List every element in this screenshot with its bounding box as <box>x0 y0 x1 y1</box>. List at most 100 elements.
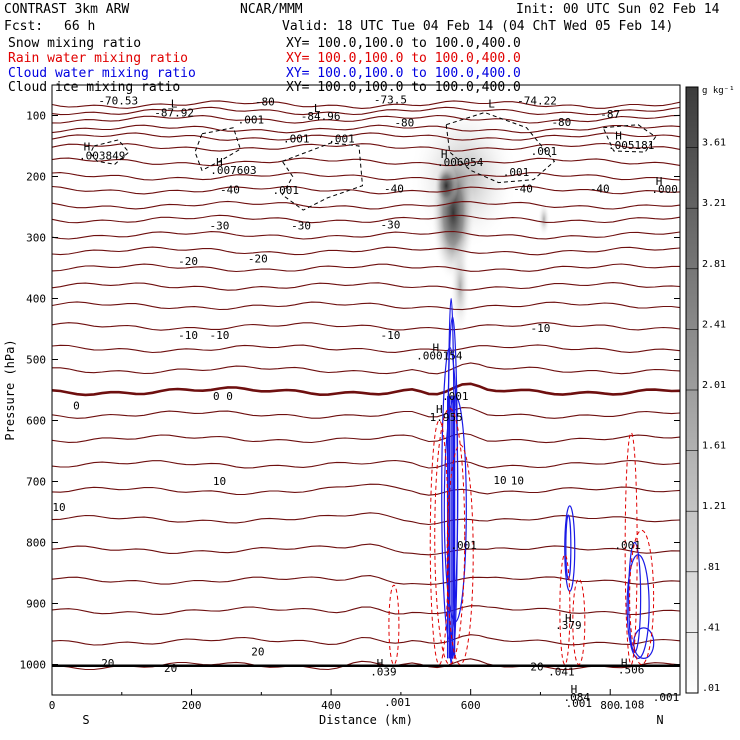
contour-label: .506 <box>618 664 645 677</box>
contour-label: H <box>441 148 448 161</box>
init-time: Init: 00 UTC Sun 02 Feb 14 <box>516 2 720 17</box>
colorbar-unit: g kg⁻¹ <box>702 86 735 96</box>
colorbar-label: 1.61 <box>702 441 726 452</box>
y-tick-label: 500 <box>26 354 46 367</box>
cloud-water-contour <box>565 514 572 580</box>
colorbar-label: .41 <box>702 622 720 633</box>
contour-label: 10 <box>493 474 506 487</box>
colorbar-label: .01 <box>702 683 720 694</box>
plot-frame <box>51 84 681 696</box>
x-tick-label: 800 <box>600 699 620 712</box>
isotherm <box>52 382 680 397</box>
rain-water-contour <box>434 407 466 666</box>
contour-label: .001 <box>283 132 310 145</box>
contour-label: L <box>171 98 178 111</box>
contour-label: H <box>621 656 628 669</box>
forecast-label: Fcst: <box>4 19 44 34</box>
contour-label: -84.96 <box>301 110 341 123</box>
legend-snow: Snow mixing ratio <box>8 36 142 51</box>
contour-label: -40 <box>220 184 240 197</box>
isotherm <box>52 124 680 134</box>
contour-label: .001 <box>614 539 641 552</box>
cloud-ice-contour <box>602 124 657 153</box>
y-tick-label: 200 <box>26 171 46 184</box>
contour-label: .001 <box>503 166 530 179</box>
contour-label: -70.53 <box>98 95 138 108</box>
legend-cloud-water: Cloud water mixing ratio <box>8 66 196 81</box>
isotherm <box>52 200 680 210</box>
y-tick-label: 800 <box>26 537 46 550</box>
y-tick-label: 100 <box>26 110 46 123</box>
contour-label: H <box>432 342 439 355</box>
colorbar-label: 3.21 <box>702 198 726 209</box>
contour-label: -87 <box>600 108 620 121</box>
isotherm <box>52 322 680 331</box>
contour-label: -40 <box>513 182 533 195</box>
contour-label: -80 <box>551 116 571 129</box>
isotherm <box>52 114 680 124</box>
isotherm <box>52 432 680 444</box>
contour-label: .006054 <box>437 156 484 169</box>
valid-time: Valid: 18 UTC Tue 04 Feb 14 (04 ChT Wed … <box>282 19 674 34</box>
contour-label: -30 <box>291 220 311 233</box>
isotherm <box>52 214 680 224</box>
isotherm <box>52 512 680 526</box>
snow-shading <box>537 201 550 238</box>
contour-label: 10 <box>213 475 226 488</box>
colorbar-label: 1.21 <box>702 501 726 512</box>
contour-label: .001 <box>653 691 680 704</box>
cloud-water-contour <box>626 554 650 660</box>
cloud-ice-contour <box>89 139 130 165</box>
legend-cloud-ice-xy: XY= 100.0,100.0 to 100.0,400.0 <box>286 80 521 95</box>
contour-label: -74.22 <box>517 95 557 108</box>
legend-rain-xy: XY= 100.0,100.0 to 100.0,400.0 <box>286 51 521 66</box>
isotherm <box>52 106 680 116</box>
isotherm <box>52 263 680 273</box>
contour-label: .039 <box>370 665 397 678</box>
rain-water-contour <box>559 554 571 665</box>
contour-label: .003849 <box>79 149 125 162</box>
isotherm <box>52 575 680 585</box>
contour-label: L <box>488 98 495 111</box>
legend-rain: Rain water mixing ratio <box>8 51 189 66</box>
rain-water-contour <box>388 584 400 665</box>
contour-label: H <box>571 683 578 696</box>
contour-label: 0 <box>73 400 80 413</box>
contour-label: 20 <box>101 657 114 670</box>
snow-shading <box>434 163 459 208</box>
contour-label: .005181 <box>608 139 654 152</box>
isotherm <box>52 658 680 671</box>
contour-label: .001 <box>566 697 593 710</box>
isotherm <box>52 634 680 646</box>
x-axis-label: Distance (km) <box>319 713 413 727</box>
contour-label: 10 <box>52 501 65 514</box>
y-tick-label: 400 <box>26 293 46 306</box>
y-tick-label: 700 <box>26 476 46 489</box>
rain-water-contour <box>629 529 655 666</box>
contour-label: H <box>565 612 572 625</box>
plot-title-left: CONTRAST 3km ARW <box>4 2 130 17</box>
isotherm <box>52 407 680 419</box>
isotherm <box>52 185 680 195</box>
isotherm <box>52 132 680 141</box>
contour-label: .001 <box>273 184 300 197</box>
contour-label: .108 <box>618 698 645 711</box>
contour-label: .041 <box>548 665 575 678</box>
contour-label: -80 <box>255 96 275 109</box>
contour-label: .001 <box>450 539 477 552</box>
y-tick-label: 300 <box>26 232 46 245</box>
contour-label: .007603 <box>210 164 256 177</box>
contour-label: .000154 <box>416 350 463 363</box>
colorbar-label: 2.41 <box>702 319 726 330</box>
cloud-water-contour <box>443 395 467 623</box>
contour-label: -10 <box>380 329 400 342</box>
contour-label: -30 <box>380 218 400 231</box>
y-tick-label: 1000 <box>20 659 47 672</box>
contour-label: .001 <box>531 145 558 158</box>
colorbar-label: .81 <box>702 562 720 573</box>
legend-cloud-water-xy: XY= 100.0,100.0 to 100.0,400.0 <box>286 66 521 81</box>
contour-label: -40 <box>590 182 610 195</box>
y-tick-label: 600 <box>26 415 46 428</box>
contour-label: H <box>377 657 384 670</box>
